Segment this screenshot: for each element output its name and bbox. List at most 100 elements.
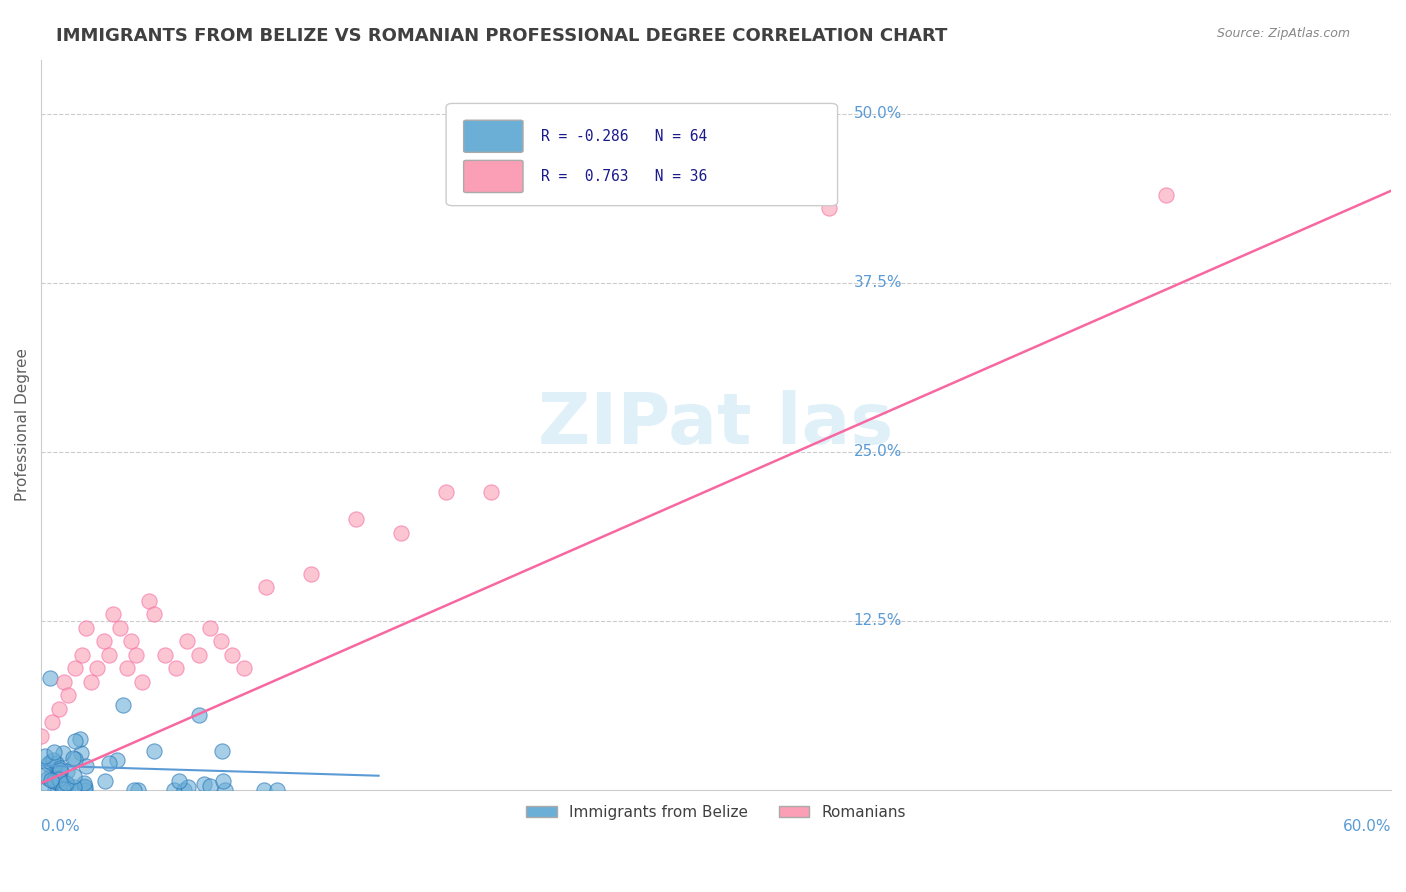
- Point: [211, 744, 233, 758]
- Point: [34, 749, 56, 764]
- Point: [44, 783, 66, 797]
- Point: [108, 621, 131, 635]
- Point: [115, 661, 138, 675]
- Text: 25.0%: 25.0%: [853, 444, 903, 459]
- Point: [49, 761, 72, 775]
- Text: 0.0%: 0.0%: [41, 819, 80, 834]
- Point: [112, 698, 135, 713]
- Point: [209, 634, 232, 648]
- Point: [479, 485, 502, 500]
- Point: [32, 783, 55, 797]
- Text: IMMIGRANTS FROM BELIZE VS ROMANIAN PROFESSIONAL DEGREE CORRELATION CHART: IMMIGRANTS FROM BELIZE VS ROMANIAN PROFE…: [56, 27, 948, 45]
- Point: [94, 774, 117, 789]
- Point: [55, 764, 77, 779]
- Point: [38, 755, 60, 769]
- Point: [93, 634, 115, 648]
- Point: [122, 783, 145, 797]
- Point: [37, 757, 59, 772]
- Point: [434, 485, 457, 500]
- Point: [232, 661, 254, 675]
- Point: [75, 759, 97, 773]
- Point: [138, 593, 160, 607]
- Point: [48, 772, 70, 787]
- Point: [198, 621, 221, 635]
- Point: [38, 671, 60, 685]
- Point: [55, 776, 77, 790]
- Point: [214, 783, 236, 797]
- FancyBboxPatch shape: [464, 161, 523, 193]
- Point: [193, 776, 215, 790]
- FancyBboxPatch shape: [464, 120, 523, 153]
- Point: [55, 777, 77, 791]
- Point: [53, 778, 76, 792]
- Point: [79, 674, 101, 689]
- Point: [266, 783, 288, 797]
- Point: [73, 779, 96, 793]
- Point: [42, 773, 65, 788]
- Point: [49, 763, 72, 777]
- Point: [176, 634, 198, 648]
- Point: [344, 512, 367, 526]
- Point: [45, 756, 67, 771]
- Point: [389, 525, 412, 540]
- Point: [198, 779, 221, 793]
- Text: 12.5%: 12.5%: [853, 614, 903, 628]
- Point: [120, 634, 142, 648]
- Text: 37.5%: 37.5%: [853, 276, 903, 290]
- Point: [1154, 187, 1177, 202]
- Point: [131, 674, 153, 689]
- Point: [62, 769, 84, 783]
- Point: [63, 734, 86, 748]
- Point: [221, 648, 243, 662]
- Point: [52, 782, 75, 797]
- Text: 50.0%: 50.0%: [853, 106, 903, 121]
- Point: [41, 766, 63, 780]
- FancyBboxPatch shape: [446, 103, 838, 206]
- Point: [165, 661, 187, 675]
- Text: ZIPat las: ZIPat las: [538, 391, 894, 459]
- Text: R =  0.763   N = 36: R = 0.763 N = 36: [540, 169, 707, 184]
- Point: [63, 661, 86, 675]
- Point: [70, 648, 93, 662]
- Point: [75, 621, 97, 635]
- Point: [34, 768, 56, 782]
- Point: [299, 566, 322, 581]
- Point: [46, 768, 69, 782]
- Point: [253, 783, 276, 797]
- Point: [63, 752, 86, 766]
- Point: [142, 607, 165, 621]
- Point: [39, 772, 62, 787]
- Point: [30, 729, 52, 743]
- Point: [49, 770, 72, 784]
- Point: [817, 202, 839, 216]
- Point: [167, 773, 190, 788]
- Point: [97, 648, 120, 662]
- Point: [49, 776, 72, 790]
- Point: [163, 783, 186, 797]
- Point: [254, 580, 277, 594]
- Point: [127, 783, 149, 797]
- Text: 60.0%: 60.0%: [1343, 819, 1391, 834]
- Point: [63, 780, 86, 794]
- Point: [75, 783, 97, 797]
- Point: [56, 780, 79, 795]
- Point: [37, 771, 59, 785]
- Point: [73, 776, 96, 790]
- Point: [62, 751, 84, 765]
- Point: [73, 780, 96, 795]
- Point: [53, 783, 76, 797]
- Y-axis label: Professional Degree: Professional Degree: [15, 348, 30, 501]
- Point: [86, 661, 108, 675]
- Point: [62, 782, 84, 797]
- Point: [48, 702, 70, 716]
- Point: [173, 783, 195, 797]
- Point: [42, 745, 65, 759]
- Point: [69, 731, 91, 746]
- Point: [212, 773, 235, 788]
- Point: [153, 648, 176, 662]
- Point: [70, 746, 93, 760]
- Point: [124, 648, 146, 662]
- Point: [187, 648, 209, 662]
- Legend: Immigrants from Belize, Romanians: Immigrants from Belize, Romanians: [520, 799, 912, 826]
- Point: [48, 764, 70, 779]
